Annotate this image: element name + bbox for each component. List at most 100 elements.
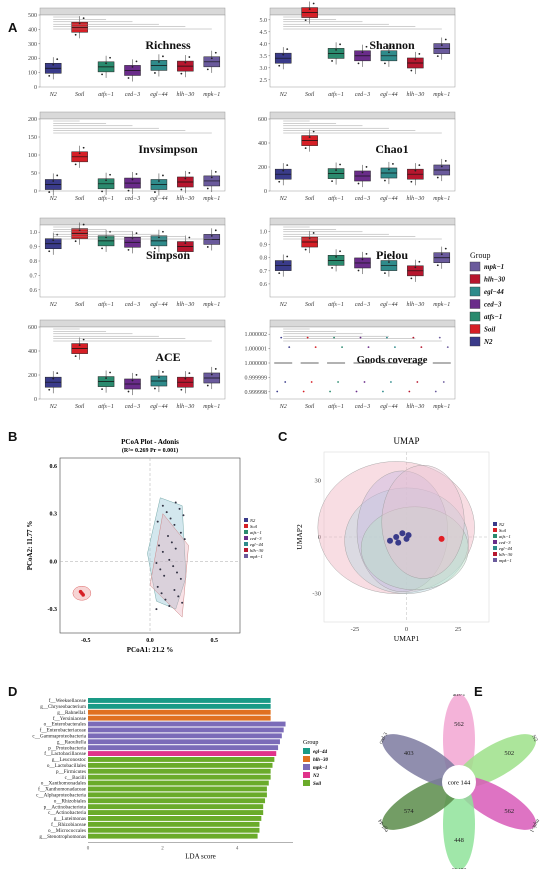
x-tick-label: hlh−30 — [176, 92, 194, 98]
bar-label: c__Alphaproteobacteria — [36, 793, 87, 799]
data-point — [365, 45, 368, 48]
x-tick-label: ced−3 — [125, 302, 140, 308]
x-tick-label: ced−3 — [355, 196, 370, 202]
legend-label: ced−3 — [499, 540, 511, 545]
lefse-lda-chart: f__Weeksellaceaeg__Chryseobacteriumg__Ra… — [32, 697, 328, 861]
metric-title: Pielou — [376, 248, 408, 262]
y-tick-label: 0.7 — [260, 269, 268, 275]
data-point — [310, 381, 313, 383]
x-tick-label: hlh−30 — [176, 404, 194, 410]
metric-title: Richness — [145, 38, 191, 52]
x-tick-label: egl−44 — [150, 195, 167, 202]
x-tick-label: ced−3 — [125, 404, 140, 410]
data-point — [386, 336, 388, 339]
x-tick-label: Soil — [75, 92, 85, 98]
data-point — [131, 178, 134, 181]
data-point — [286, 255, 289, 258]
legend-swatch — [469, 299, 481, 309]
sample-point — [172, 565, 175, 568]
data-point — [48, 74, 51, 77]
data-point — [109, 56, 111, 59]
panel-label-a: A — [8, 20, 18, 35]
data-point — [304, 147, 307, 150]
facet-strip — [39, 111, 226, 120]
petal-count: 574 — [404, 808, 415, 815]
panel-label-d: D — [8, 684, 18, 699]
data-point — [180, 72, 183, 75]
bar-label: f__Yersiniaceae — [53, 715, 87, 722]
data-point — [278, 180, 281, 183]
x-tick-label: egl−44 — [150, 403, 167, 410]
lda-bar — [88, 833, 258, 839]
x-tick-label: ced−3 — [355, 92, 370, 98]
x-tick-label: 0 — [87, 847, 90, 852]
lda-bar — [88, 703, 271, 709]
data-point — [52, 63, 55, 66]
data-point — [384, 62, 386, 65]
alpha-panel-7: 0.999998 0.999999 1.000000 1.000001 1.000002… — [245, 319, 456, 410]
lda-bar — [88, 727, 284, 733]
data-point — [408, 390, 411, 393]
legend-label: egl−44 — [484, 288, 504, 296]
lda-bar — [88, 745, 279, 751]
y-tick-label: 1.000001 — [245, 347, 268, 353]
data-point — [78, 152, 81, 155]
data-point — [416, 381, 419, 383]
y-tick-label: 0.6 — [260, 282, 268, 288]
y-tick-label: 0.999999 — [245, 375, 268, 381]
y-tick-label: 200 — [28, 56, 37, 62]
data-point — [339, 163, 341, 166]
data-point — [56, 372, 59, 375]
legend-swatch — [469, 274, 481, 284]
y-tick-label: 300 — [28, 42, 37, 48]
data-point — [329, 390, 331, 393]
y-tick-label: 0.7 — [30, 273, 38, 279]
data-point — [312, 130, 315, 133]
data-point — [78, 229, 81, 232]
data-point — [394, 346, 396, 349]
y-tick-label: 0.9 — [260, 243, 268, 249]
x-tick-label: Soil — [75, 196, 85, 202]
data-point — [105, 179, 107, 182]
alpha-panel-1: 2.5 3.0 3.5 4.0 4.5 5.0 N2 Soil atfs−1 ced−3 egl−4… — [260, 1, 456, 98]
legend-label: mpk−1 — [313, 766, 327, 771]
data-point — [48, 191, 51, 193]
legend-swatch — [493, 522, 497, 526]
data-point — [333, 336, 335, 339]
y-tick-label: 0.3 — [50, 512, 58, 518]
x-tick-label: hlh−30 — [406, 404, 424, 410]
data-point — [357, 269, 360, 272]
data-point — [184, 177, 187, 180]
data-point — [440, 253, 443, 256]
data-point — [56, 58, 59, 61]
data-point — [48, 250, 51, 253]
y-axis-label: PCoA2: 11.77 % — [26, 521, 34, 571]
data-point — [48, 388, 51, 391]
data-point — [355, 390, 358, 393]
sample-point — [161, 550, 164, 553]
legend-label: egl−44 — [313, 750, 328, 755]
sample-point — [170, 541, 173, 544]
legend-swatch — [493, 528, 497, 532]
bar-label: c__Gammaproteobacteria — [32, 734, 86, 740]
y-tick-label: 200 — [258, 165, 267, 171]
data-point — [184, 61, 187, 64]
data-point — [384, 179, 386, 182]
sample-point — [177, 595, 180, 598]
data-point — [127, 248, 130, 251]
legend-label: hlh−30 — [313, 758, 328, 763]
centroid-point — [395, 539, 402, 546]
lda-bar — [88, 816, 262, 821]
metric-title: Shannon — [369, 38, 415, 52]
petal-label: hlh-30 — [452, 866, 467, 869]
data-point — [388, 261, 390, 263]
data-point — [52, 239, 55, 242]
data-point — [188, 236, 191, 239]
data-point — [331, 60, 333, 62]
data-point — [74, 33, 77, 36]
data-point — [158, 180, 160, 182]
x-tick-label: atfs−1 — [98, 195, 114, 202]
legend-swatch — [303, 756, 310, 762]
legend-title: Group — [470, 251, 490, 260]
bar-label: g__Rahnella1 — [57, 710, 86, 716]
